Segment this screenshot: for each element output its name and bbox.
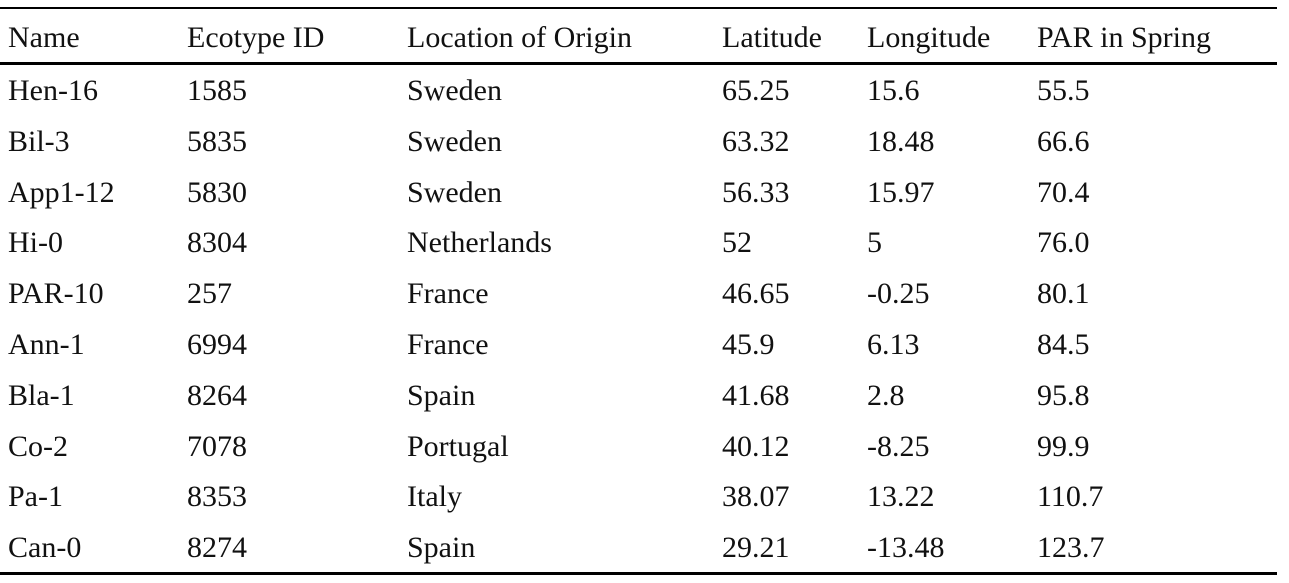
table-cell: PAR-10 [8, 277, 104, 311]
header-cell: Latitude [722, 21, 822, 54]
table-cell: Spain [407, 531, 476, 565]
table-cell: Italy [407, 480, 462, 514]
table-cell: Co-2 [8, 429, 68, 463]
table-cell: 70.4 [1037, 175, 1090, 209]
table-cell: 95.8 [1037, 378, 1090, 412]
table-cell: 41.68 [722, 378, 790, 412]
table-cell: 99.9 [1037, 429, 1090, 463]
header-rule [0, 62, 1277, 65]
table-cell: Sweden [407, 74, 502, 107]
table-cell: -8.25 [867, 429, 930, 463]
table-cell: Pa-1 [8, 480, 63, 514]
table-cell: Sweden [407, 175, 502, 209]
table-cell: 13.22 [867, 480, 935, 514]
table-cell: App1-12 [8, 175, 115, 209]
table-cell: 84.5 [1037, 328, 1090, 361]
table-cell: 5830 [187, 175, 247, 209]
table-cell: 40.12 [722, 429, 790, 463]
table-cell: 80.1 [1037, 277, 1090, 311]
table-cell: Ann-1 [8, 328, 85, 361]
table-cell: Portugal [407, 429, 509, 463]
table-cell: 29.21 [722, 531, 790, 565]
table-cell: Bil-3 [8, 124, 70, 158]
table-cell: Bla-1 [8, 378, 75, 412]
header-cell: PAR in Spring [1037, 21, 1211, 54]
top-rule [0, 7, 1277, 9]
table-cell: Sweden [407, 124, 502, 158]
table-cell: 56.33 [722, 175, 790, 209]
table-cell: 18.48 [867, 124, 935, 158]
table-cell: 8304 [187, 226, 247, 260]
table-cell: 5 [867, 226, 882, 260]
header-cell: Ecotype ID [187, 21, 325, 54]
table-cell: 46.65 [722, 277, 790, 311]
table-cell: 7078 [187, 429, 247, 463]
table-cell: Hi-0 [8, 226, 63, 260]
table-cell: 6994 [187, 328, 247, 361]
table-cell: 123.7 [1037, 531, 1105, 565]
table-cell: 65.25 [722, 74, 790, 107]
table-cell: Spain [407, 378, 476, 412]
table-cell: 8353 [187, 480, 247, 514]
bottom-rule [0, 572, 1277, 575]
table-cell: 63.32 [722, 124, 790, 158]
table-cell: 76.0 [1037, 226, 1090, 260]
table-cell: 2.8 [867, 378, 905, 412]
table-cell: 55.5 [1037, 74, 1090, 107]
header-cell: Name [8, 21, 80, 54]
table-cell: 52 [722, 226, 752, 260]
table-cell: -13.48 [867, 531, 945, 565]
table-cell: 257 [187, 277, 232, 311]
table-cell: 8274 [187, 531, 247, 565]
table-cell: France [407, 328, 489, 361]
header-cell: Longitude [867, 21, 991, 54]
table-cell: France [407, 277, 489, 311]
table-cell: Can-0 [8, 531, 82, 565]
table-cell: 15.6 [867, 74, 920, 107]
table-cell: 5835 [187, 124, 247, 158]
table-cell: 110.7 [1037, 480, 1104, 514]
table-cell: Hen-16 [8, 74, 98, 107]
table-cell: 6.13 [867, 328, 920, 361]
table-cell: 38.07 [722, 480, 790, 514]
table-cell: 8264 [187, 378, 247, 412]
table-cell: Netherlands [407, 226, 552, 260]
table-cell: 15.97 [867, 175, 935, 209]
header-cell: Location of Origin [407, 21, 632, 54]
table-cell: -0.25 [867, 277, 930, 311]
table-cell: 45.9 [722, 328, 775, 361]
table-cell: 1585 [187, 74, 247, 107]
table-cell: 66.6 [1037, 124, 1090, 158]
